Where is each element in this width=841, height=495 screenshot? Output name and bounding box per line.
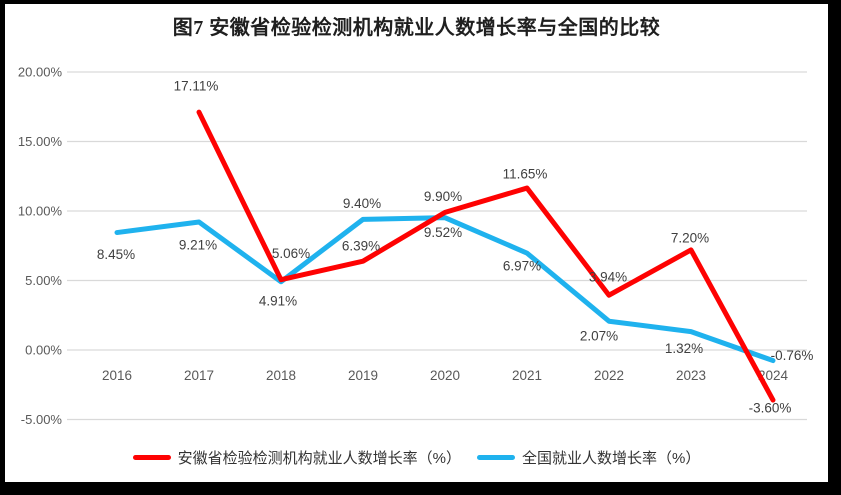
- red-line-swatch-icon: [132, 455, 171, 460]
- x-tick-label: 2017: [184, 368, 214, 383]
- chart-canvas: 图7 安徽省检验检测机构就业人数增长率与全国的比较 20.00% 15.00% 10…: [5, 4, 828, 482]
- y-tick-label: 20.00%: [18, 65, 63, 80]
- x-tick-label: 2022: [594, 368, 624, 383]
- x-tick-label: 2023: [676, 368, 706, 383]
- y-tick-label: 10.00%: [18, 204, 63, 219]
- x-tick-label: 2024: [758, 368, 789, 383]
- data-label-series-0: 5.06%: [272, 246, 310, 261]
- data-label-series-0: 17.11%: [174, 79, 219, 94]
- data-label-series-1: 6.97%: [503, 259, 541, 274]
- data-label-series-1: 4.91%: [259, 293, 297, 308]
- data-label-series-1: 9.40%: [343, 196, 381, 211]
- blue-line-swatch-icon: [477, 455, 515, 460]
- data-label-series-0: 6.39%: [342, 239, 380, 254]
- x-tick-label: 2016: [102, 368, 132, 383]
- x-tick-label: 2021: [512, 368, 542, 383]
- chart-title: 图7 安徽省检验检测机构就业人数增长率与全国的比较: [172, 17, 661, 39]
- data-label-series-1: 8.45%: [97, 247, 135, 262]
- x-tick-label: 2019: [348, 368, 378, 383]
- chart-legend: 安徽省检验检测机构就业人数增长率（%） 全国就业人数增长率（%）: [5, 447, 828, 468]
- x-tick-label: 2018: [266, 368, 296, 383]
- y-tick-label: 0.00%: [25, 343, 62, 358]
- line-chart-plot: 20.00% 15.00% 10.00% 5.00% 0.00% -5.00% 2016 20…: [18, 65, 814, 428]
- series-line-0: [196, 109, 776, 403]
- data-label-series-0: 3.94%: [589, 270, 627, 285]
- x-tick-label: 2020: [430, 368, 460, 383]
- data-label-series-0: 9.90%: [424, 189, 462, 204]
- data-label-series-0: 7.20%: [671, 230, 709, 245]
- series-line-1: [114, 215, 776, 364]
- data-label-series-0: -3.60%: [749, 401, 792, 416]
- data-label-series-0: 11.65%: [503, 167, 548, 182]
- data-label-series-1: 1.32%: [665, 341, 703, 356]
- data-label-series-1: 2.07%: [580, 329, 618, 344]
- data-label-series-1: -0.76%: [771, 348, 814, 363]
- data-label-series-1: 9.21%: [179, 237, 217, 252]
- legend-item-anhui: 安徽省检验检测机构就业人数增长率（%）: [132, 447, 461, 468]
- legend-item-national: 全国就业人数增长率（%）: [477, 447, 700, 468]
- y-tick-label: 15.00%: [18, 134, 63, 149]
- y-tick-label: -5.00%: [21, 412, 63, 427]
- data-label-series-1: 9.52%: [424, 225, 462, 240]
- legend-label-national: 全国就业人数增长率（%）: [522, 450, 701, 467]
- legend-label-anhui: 安徽省检验检测机构就业人数增长率（%）: [177, 450, 461, 467]
- y-tick-label: 5.00%: [25, 273, 62, 288]
